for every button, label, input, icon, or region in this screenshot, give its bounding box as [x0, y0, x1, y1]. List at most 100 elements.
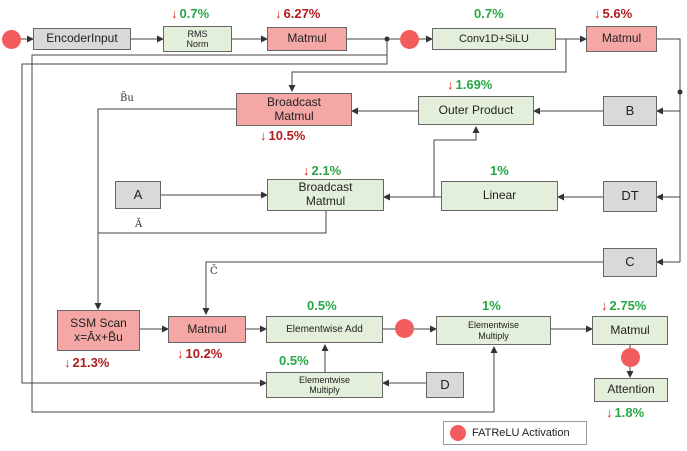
a-node: A: [115, 181, 161, 209]
edge-label-bar-a: Ā: [135, 219, 143, 230]
encoder-input-label: EncoderInput: [46, 31, 118, 46]
broadcast-matmul-1-node: Broadcast Matmul: [236, 93, 352, 126]
down-arrow-icon: ↓: [171, 6, 178, 21]
pct-elementwise-multiply-2: 0.5%: [279, 353, 309, 368]
edge-broadcast2-to-abar: [98, 211, 327, 234]
elementwise-add-node: Elementwise Add: [266, 316, 383, 343]
fatrelu-dot-add: [395, 319, 414, 338]
rms-norm-label-2: Norm: [186, 39, 209, 49]
pct-value: 0.7%: [474, 6, 504, 21]
elementwise-multiply-1-node: Elementwise Multiply: [436, 316, 551, 345]
pct-rms-norm: ↓ 0.7%: [171, 6, 209, 21]
attention-label: Attention: [607, 382, 655, 397]
pct-matmul-3: ↓ 10.2%: [177, 346, 222, 361]
pct-value: 0.5%: [279, 353, 309, 368]
d-node: D: [426, 372, 464, 398]
fatrelu-dot-attention: [621, 348, 640, 367]
broadcast-matmul-1-label-1: Broadcast: [266, 94, 322, 109]
edge-junction-to-multiply2: [31, 39, 498, 413]
pct-elementwise-multiply-1: 1%: [482, 298, 501, 313]
pct-value: 10.2%: [185, 346, 223, 361]
matmul-1-label: Matmul: [287, 31, 327, 46]
rms-norm-node: RMS Norm: [163, 26, 232, 52]
down-arrow-icon: ↓: [606, 405, 613, 420]
pct-value: 0.7%: [179, 6, 210, 21]
elementwise-multiply-2-label-2: Multiply: [309, 385, 340, 395]
pct-value: 10.5%: [268, 128, 306, 143]
edge-label-bar-c: C̄: [210, 266, 218, 277]
elementwise-multiply-2-node: Elementwise Multiply: [266, 372, 383, 398]
down-arrow-icon: ↓: [447, 77, 454, 92]
edge-linear-to-outer: [433, 126, 480, 197]
pct-value: 1%: [482, 298, 501, 313]
outer-product-node: Outer Product: [418, 96, 534, 125]
b-node: B: [603, 96, 657, 126]
down-arrow-icon: ↓: [177, 346, 184, 361]
broadcast-matmul-2-node: Broadcast Matmul: [267, 179, 384, 211]
fatrelu-dot-conv: [400, 30, 419, 49]
broadcast-matmul-1-label-2: Matmul: [274, 108, 314, 123]
matmul-1-node: Matmul: [267, 27, 347, 51]
matmul-2-node: Matmul: [586, 26, 657, 52]
pct-value: 5.6%: [602, 6, 633, 21]
linear-node: Linear: [441, 181, 558, 211]
matmul-4-node: Matmul: [592, 316, 668, 345]
elementwise-add-label: Elementwise Add: [286, 323, 363, 335]
c-node: C: [603, 248, 657, 277]
encoder-input-node: EncoderInput: [33, 28, 131, 50]
b-label: B: [625, 102, 635, 118]
down-arrow-icon: ↓: [260, 128, 267, 143]
matmul-3-label: Matmul: [187, 321, 227, 336]
pct-value: 2.1%: [311, 163, 342, 178]
junction-dot: [384, 36, 390, 42]
outer-product-label: Outer Product: [438, 102, 514, 117]
legend: FATReLU Activation: [443, 421, 587, 445]
elementwise-multiply-2-label-1: Elementwise: [298, 374, 351, 385]
pct-outer-product: ↓ 1.69%: [447, 77, 492, 92]
down-arrow-icon: ↓: [303, 163, 310, 178]
d-label: D: [440, 376, 450, 392]
matmul-4-label: Matmul: [610, 322, 650, 337]
elementwise-multiply-1-label-2: Multiply: [478, 330, 509, 341]
broadcast-matmul-2-label-1: Broadcast: [298, 180, 353, 195]
pct-value: 6.27%: [283, 6, 321, 21]
pct-elementwise-add: 0.5%: [307, 298, 337, 313]
ssm-scan-node: SSM Scan x=Āx+B̄u: [57, 310, 140, 351]
dt-label: DT: [621, 188, 639, 204]
pct-value: 0.5%: [307, 298, 337, 313]
pct-value: 1.69%: [455, 77, 493, 92]
pct-value: 21.3%: [72, 355, 110, 370]
rms-norm-label-1: RMS: [187, 28, 208, 39]
pct-ssm-scan: ↓ 21.3%: [64, 355, 109, 370]
edge-label-bar-bu: B̄u: [120, 93, 134, 104]
attention-node: Attention: [594, 378, 668, 402]
down-arrow-icon: ↓: [275, 6, 282, 21]
broadcast-matmul-2-label-2: Matmul: [305, 194, 346, 208]
conv1d-silu-node: Conv1D+SiLU: [432, 28, 556, 50]
edge-conv-to-broadcast1: [288, 38, 567, 92]
pct-linear: 1%: [490, 163, 509, 178]
conv1d-silu-label: Conv1D+SiLU: [458, 32, 529, 45]
down-arrow-icon: ↓: [601, 298, 608, 313]
ssm-scan-label-1: SSM Scan: [70, 315, 127, 330]
pct-value: 1.8%: [614, 405, 645, 420]
c-label: C: [625, 254, 635, 270]
fatrelu-dot-input: [2, 30, 21, 49]
legend-fatrelu-dot: [450, 425, 466, 441]
pct-value: 2.75%: [609, 298, 647, 313]
down-arrow-icon: ↓: [64, 355, 71, 370]
pct-conv1d-silu: 0.7%: [474, 6, 504, 21]
edge-loop-to-multiply1: [21, 55, 388, 387]
edge-c-to-matmul3: [202, 261, 603, 315]
pct-attention: ↓ 1.8%: [606, 405, 644, 420]
elementwise-multiply-1-label-1: Elementwise: [467, 320, 520, 331]
down-arrow-icon: ↓: [594, 6, 601, 21]
matmul-3-node: Matmul: [168, 316, 246, 343]
legend-label: FATReLU Activation: [472, 427, 570, 439]
edge-matmul2-bus: [657, 38, 681, 262]
a-label: A: [133, 186, 143, 202]
pct-matmul-1: ↓ 6.27%: [275, 6, 320, 21]
junction-dot-bus: [677, 89, 683, 95]
